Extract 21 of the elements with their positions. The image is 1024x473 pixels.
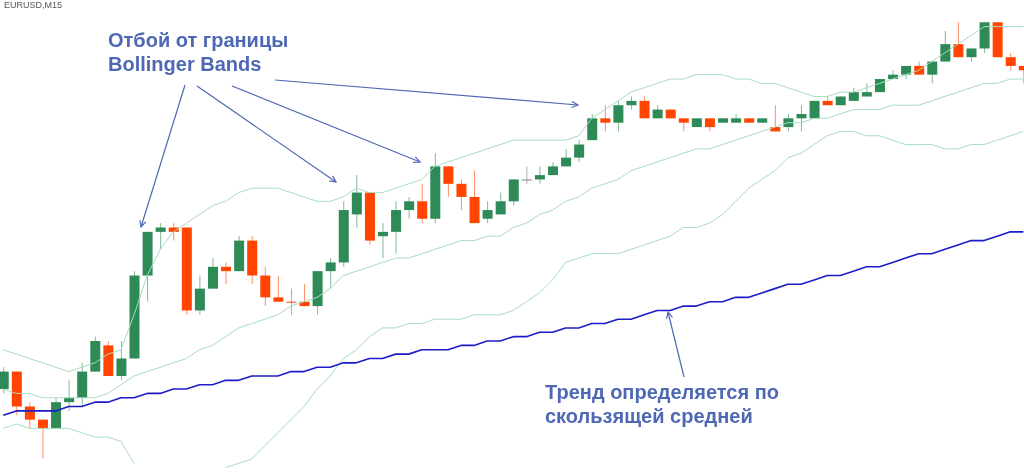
candlestick xyxy=(861,82,872,97)
candlestick xyxy=(901,65,912,80)
candlestick xyxy=(521,165,532,185)
candlestick xyxy=(561,148,572,167)
candlestick xyxy=(534,165,545,185)
candlestick xyxy=(691,117,702,128)
candlestick xyxy=(809,100,820,119)
candlestick xyxy=(626,96,637,111)
candlestick xyxy=(757,117,768,124)
candlestick xyxy=(731,113,742,124)
annotation: Тренд определяется по скользящей средней xyxy=(545,380,779,428)
candlestick xyxy=(548,161,558,176)
chart-title: EURUSD,M15 xyxy=(4,0,63,10)
annotation: Отбой от границы Bollinger Bands xyxy=(108,28,289,76)
candlestick xyxy=(966,47,977,63)
candlestick xyxy=(652,104,663,119)
candlestick xyxy=(704,117,715,132)
candlestick xyxy=(1005,52,1016,71)
candlestick xyxy=(718,117,729,124)
candlestick xyxy=(744,117,755,124)
candlestick xyxy=(678,117,689,132)
